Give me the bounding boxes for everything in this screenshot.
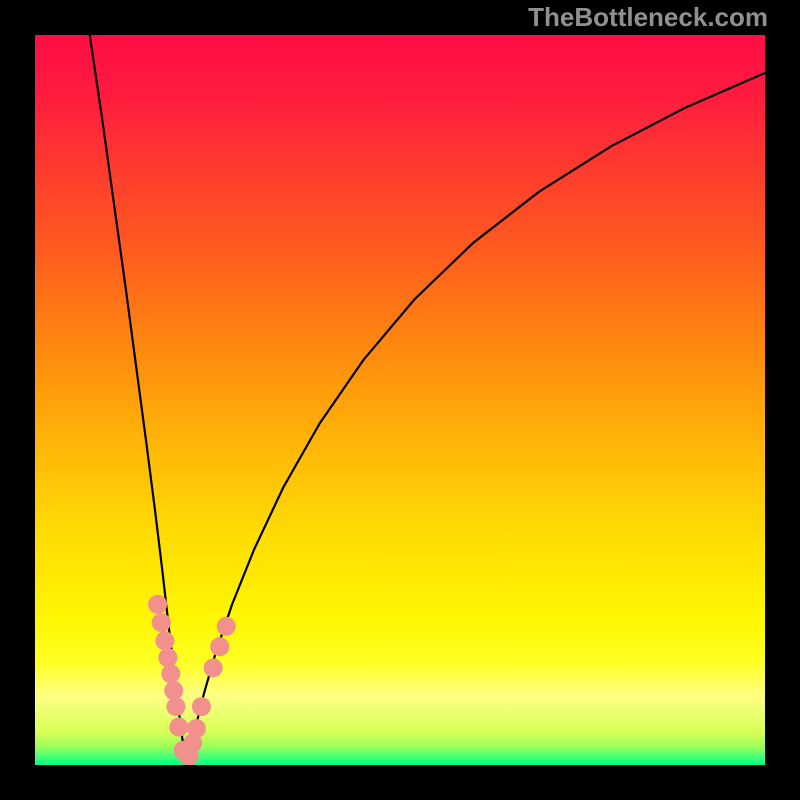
data-marker: [166, 697, 185, 716]
data-marker: [161, 664, 180, 683]
data-marker: [204, 658, 223, 677]
chart-stage: TheBottleneck.com: [0, 0, 800, 800]
data-marker: [217, 617, 236, 636]
data-marker: [155, 631, 174, 650]
data-marker: [152, 613, 171, 632]
plot-svg: [35, 35, 765, 765]
data-marker: [169, 718, 188, 737]
data-marker: [164, 681, 183, 700]
data-marker: [158, 648, 177, 667]
plot-area: [35, 35, 765, 765]
gradient-background: [35, 35, 765, 765]
data-marker: [187, 719, 206, 738]
data-marker: [210, 637, 229, 656]
watermark-text: TheBottleneck.com: [528, 2, 768, 33]
data-marker: [148, 595, 167, 614]
data-marker: [192, 697, 211, 716]
